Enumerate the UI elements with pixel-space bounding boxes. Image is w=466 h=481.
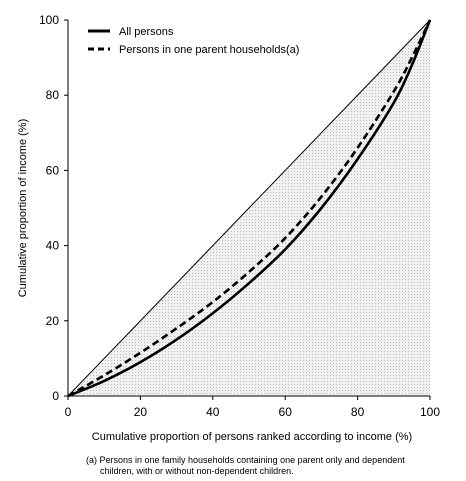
y-tick-label-40: 40 xyxy=(46,239,60,253)
y-tick-label-80: 80 xyxy=(46,88,60,102)
footnote: (a) Persons in one family households con… xyxy=(86,455,446,477)
x-tick-label-20: 20 xyxy=(134,405,148,419)
series-one-parent-line xyxy=(67,19,432,398)
y-tick-label-0: 0 xyxy=(52,389,59,403)
series-all-persons-line xyxy=(67,19,432,398)
legend-label-all-persons: All persons xyxy=(119,26,174,38)
x-tick-label-100: 100 xyxy=(420,405,440,419)
y-tick-label-20: 20 xyxy=(46,314,60,328)
x-tick-label-40: 40 xyxy=(206,405,220,419)
x-tick-label-60: 60 xyxy=(279,405,293,419)
x-tick-label-80: 80 xyxy=(351,405,365,419)
line-of-equality xyxy=(67,19,431,397)
footnote-line-1: (a) Persons in one family households con… xyxy=(86,455,405,465)
y-tick-label-100: 100 xyxy=(39,13,59,27)
x-axis-title: Cumulative proportion of persons ranked … xyxy=(92,431,412,443)
legend: All persons Persons in one parent househ… xyxy=(88,26,299,56)
y-tick-label-60: 60 xyxy=(46,163,60,177)
y-axis-title: Cumulative proportion of income (%) xyxy=(17,119,29,298)
legend-label-one-parent: Persons in one parent households(a) xyxy=(119,44,299,56)
x-tick-label-0: 0 xyxy=(65,405,72,419)
footnote-line-2: children, with or without non-dependent … xyxy=(100,466,294,476)
